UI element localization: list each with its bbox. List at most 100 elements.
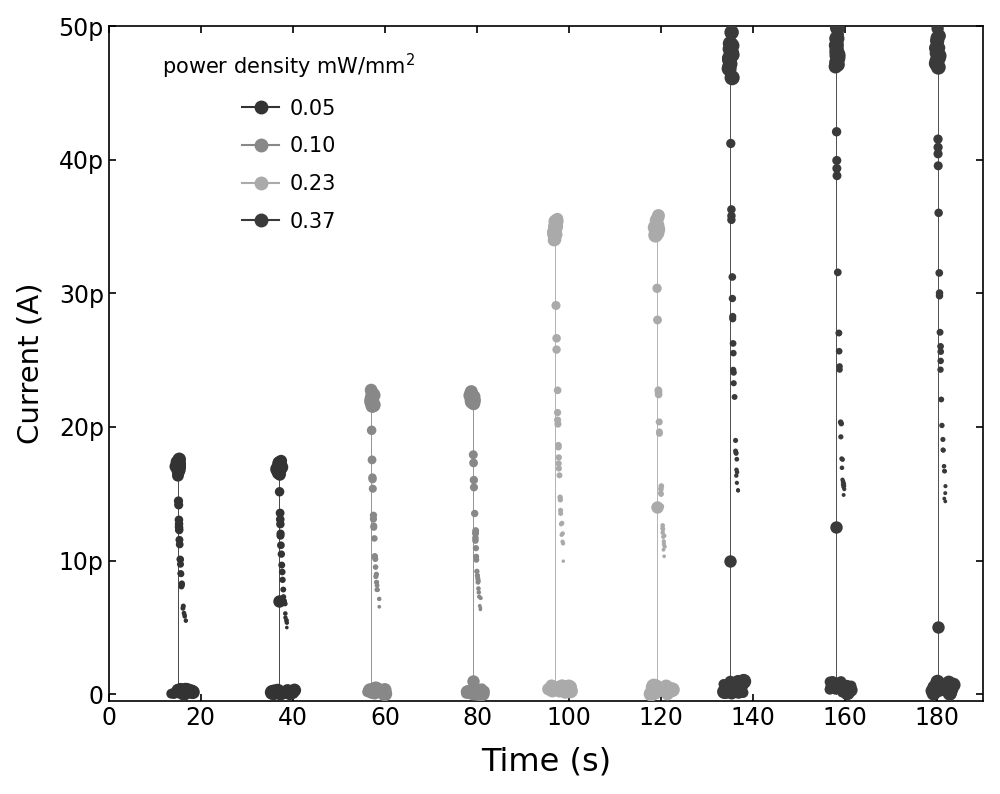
Point	[822, 683, 838, 696]
Point	[548, 680, 564, 693]
Point	[272, 467, 288, 480]
Point	[724, 71, 740, 84]
Point	[472, 688, 488, 700]
Point	[830, 50, 846, 63]
Point	[832, 360, 848, 372]
Point	[464, 396, 480, 409]
Point	[723, 214, 739, 226]
Point	[470, 572, 486, 584]
Point	[645, 679, 661, 692]
Point	[650, 219, 666, 232]
Point	[551, 684, 567, 697]
Point	[471, 687, 487, 700]
Point	[728, 434, 744, 447]
Point	[553, 518, 569, 530]
Point	[272, 513, 288, 526]
Point	[556, 684, 572, 697]
Point	[828, 60, 844, 73]
Point	[171, 453, 187, 465]
Point	[266, 688, 282, 700]
Point	[648, 224, 664, 237]
Point	[656, 538, 672, 550]
Point	[653, 483, 669, 495]
Point	[724, 51, 740, 64]
Point	[278, 614, 294, 626]
Point	[730, 676, 746, 688]
Point	[270, 684, 286, 697]
Point	[643, 688, 659, 700]
Point	[554, 529, 570, 542]
Point	[266, 684, 282, 697]
Point	[724, 51, 740, 64]
Point	[649, 314, 665, 326]
Point	[276, 596, 292, 608]
Point	[362, 395, 378, 407]
Point	[843, 684, 859, 696]
Point	[936, 460, 952, 472]
Point	[472, 602, 488, 615]
Point	[172, 458, 188, 471]
Point	[724, 680, 740, 692]
Point	[367, 551, 383, 564]
Point	[649, 227, 665, 240]
Point	[176, 688, 192, 700]
Point	[829, 169, 845, 182]
Point	[179, 686, 195, 699]
Point	[550, 439, 566, 452]
Point	[933, 393, 949, 406]
Point	[937, 480, 953, 492]
Point	[934, 419, 950, 432]
Point	[180, 684, 196, 696]
Point	[367, 687, 383, 700]
Point	[728, 469, 744, 482]
Point	[942, 684, 958, 696]
Point	[171, 456, 187, 468]
Point	[553, 504, 569, 517]
Point	[829, 154, 845, 167]
Point	[365, 395, 381, 407]
Point	[721, 43, 737, 56]
Point	[474, 687, 490, 700]
Point	[930, 148, 946, 160]
Point	[474, 682, 490, 695]
Point	[177, 609, 193, 622]
Point	[932, 684, 948, 696]
Point	[650, 223, 666, 236]
Point	[835, 478, 851, 491]
Point	[734, 678, 750, 691]
Point	[469, 569, 485, 582]
Point	[365, 513, 381, 526]
Point	[551, 462, 567, 475]
Point	[552, 683, 568, 696]
Point	[174, 579, 190, 592]
Point	[474, 688, 490, 700]
Point	[930, 40, 946, 52]
Point	[272, 518, 288, 530]
Point	[718, 685, 734, 698]
Point	[276, 594, 292, 607]
Point	[931, 290, 947, 303]
Point	[649, 218, 665, 231]
Point	[931, 29, 947, 42]
Point	[835, 453, 851, 466]
Point	[828, 56, 844, 68]
Point	[364, 424, 380, 437]
Point	[721, 52, 737, 64]
Point	[836, 480, 852, 492]
Point	[172, 457, 188, 470]
Point	[271, 457, 287, 469]
Point	[273, 454, 289, 467]
Point	[364, 400, 380, 413]
Point	[933, 340, 949, 353]
Point	[472, 603, 488, 616]
Point	[465, 449, 481, 461]
Point	[171, 514, 187, 526]
Point	[362, 687, 378, 700]
Point	[286, 684, 302, 696]
Point	[723, 52, 739, 64]
Point	[936, 464, 952, 477]
Point	[364, 453, 380, 466]
Point	[364, 397, 380, 410]
Point	[730, 484, 746, 496]
Point	[728, 447, 744, 460]
